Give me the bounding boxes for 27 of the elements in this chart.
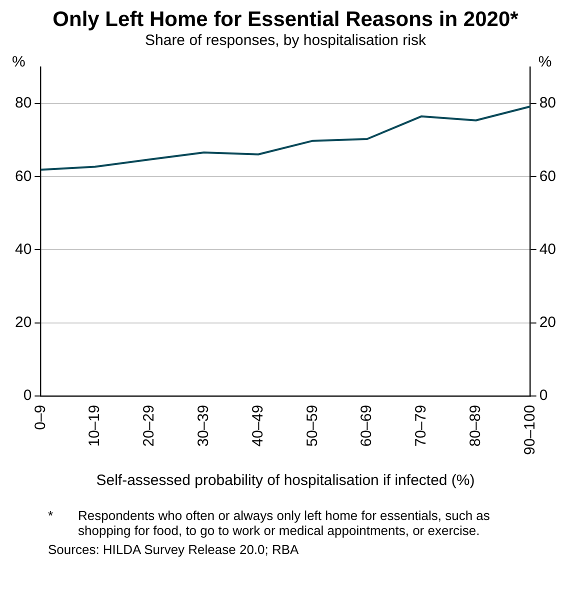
y-tick-label: 60 xyxy=(14,168,32,185)
y2-tick-label: 40 xyxy=(539,240,556,258)
text: * Respondents who often or always only left home for essentials, such as shopping for food, to go to work or medical appointments, or exercise. xyxy=(48,508,490,538)
x-tick-label: 20–29 xyxy=(140,404,158,447)
x-tick-label: 80–89 xyxy=(467,404,484,447)
y-tick-label: 0 xyxy=(23,387,32,404)
x-tick-label: 30–39 xyxy=(195,404,212,447)
x-tick-label: 0–9 xyxy=(32,404,49,430)
x-axis-title: Self-assessed probability of hospitalisation if infected (%) xyxy=(96,472,475,490)
x-tick-label: 50–59 xyxy=(304,404,321,447)
y2-tick-label: 80 xyxy=(539,94,556,112)
chart-subtitle: Share of responses, by hospitalisation risk xyxy=(144,32,427,49)
chart-title: Only Left Home for Essential Reasons in 2020* xyxy=(52,8,520,32)
y2-tick-label: 20 xyxy=(539,314,556,331)
x-tick-label: 10–19 xyxy=(86,404,104,447)
y-tick-label: 20 xyxy=(14,314,32,331)
x-tick-label: 70–79 xyxy=(412,404,430,447)
y-tick-label: 80 xyxy=(14,94,32,112)
x-tick-label: 60–69 xyxy=(358,404,376,447)
x-tick-label: 90–100 xyxy=(521,404,538,456)
source-note: Sources: HILDA Survey Release 20.0; RBA xyxy=(47,542,300,557)
y-axis-title: % xyxy=(12,54,26,71)
y2-tick-label: 60 xyxy=(539,168,556,185)
y-tick-label: 40 xyxy=(14,240,32,258)
y2-axis-title: % xyxy=(538,54,552,71)
x-tick-label: 40–49 xyxy=(249,404,266,447)
y2-tick-label: 0 xyxy=(539,387,548,404)
